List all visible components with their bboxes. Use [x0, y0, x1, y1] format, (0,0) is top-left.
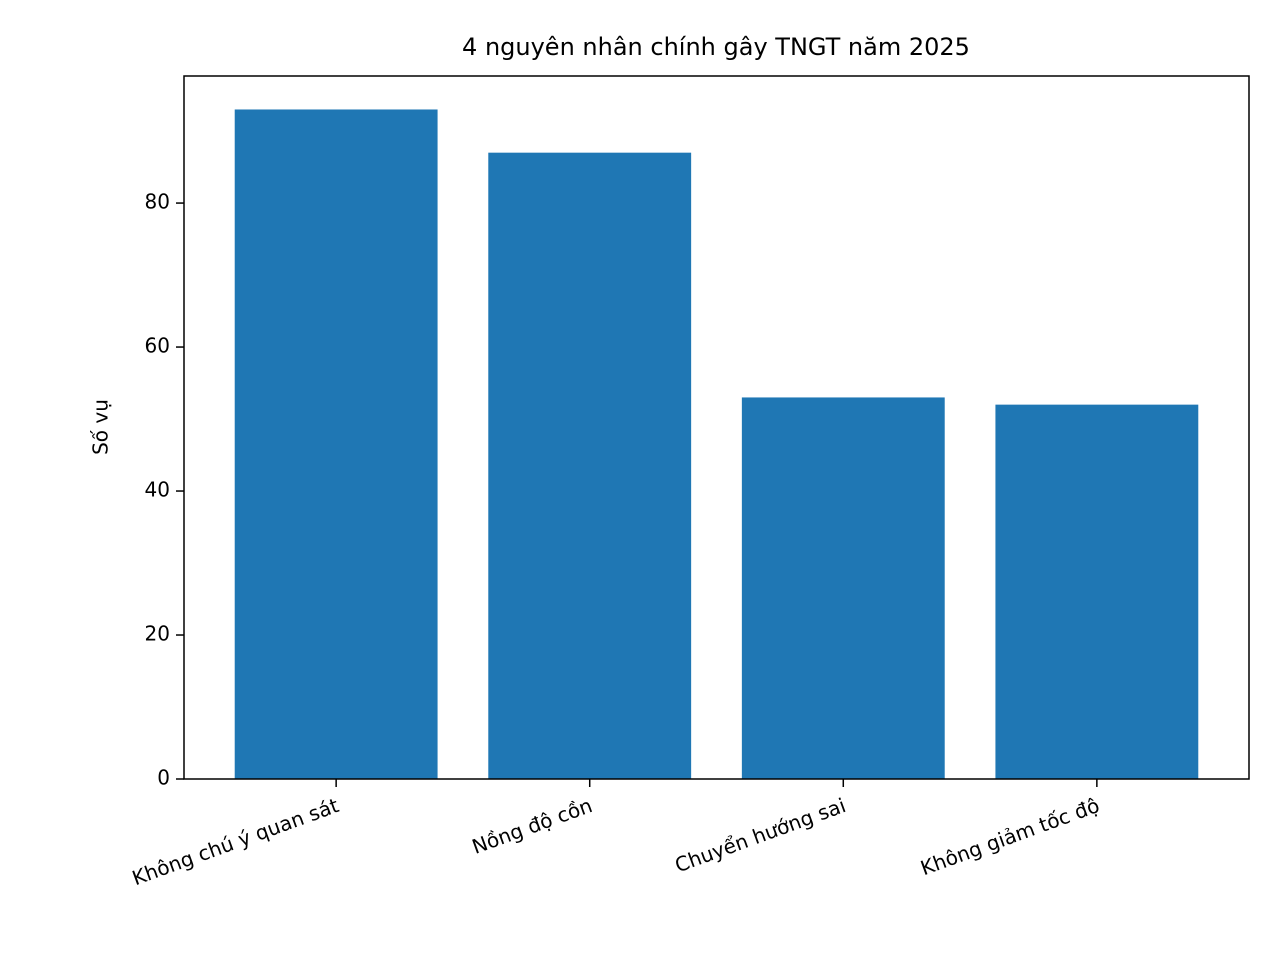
y-tick-label: 60: [145, 334, 170, 358]
y-tick-label: 20: [145, 622, 170, 646]
bar: [741, 397, 945, 779]
y-tick-label: 80: [145, 190, 170, 214]
bar: [995, 404, 1199, 779]
bar: [234, 109, 438, 779]
plot-frame: [183, 75, 1250, 780]
bar: [488, 152, 692, 780]
chart-title: 4 nguyên nhân chính gây TNGT năm 2025: [462, 33, 970, 61]
y-tick-label: 40: [145, 478, 170, 502]
y-axis-label: Số vụ: [89, 399, 113, 455]
y-tick-label: 0: [157, 766, 170, 790]
